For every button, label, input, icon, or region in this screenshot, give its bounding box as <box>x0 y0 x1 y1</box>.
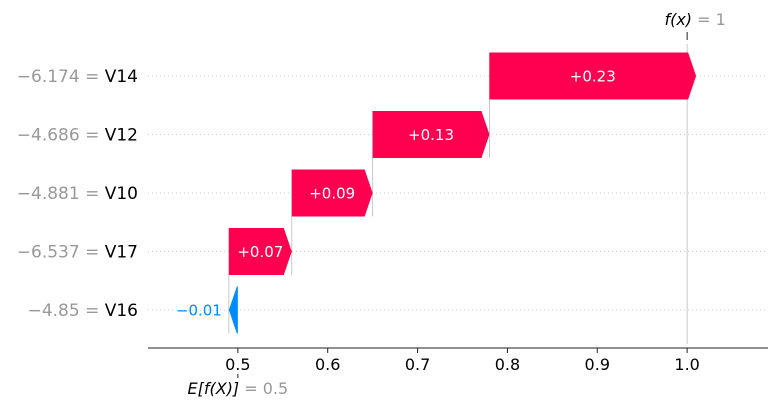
x-tick-label: 0.5 <box>225 355 250 374</box>
bar-label-V17: +0.07 <box>237 243 283 261</box>
bar-V10 <box>291 169 373 217</box>
bar-label-V10: +0.09 <box>309 185 355 203</box>
feature-label-V17: −6.537 = V17 <box>17 243 138 263</box>
bars <box>228 52 697 334</box>
feature-name: V14 <box>105 67 138 87</box>
feature-value: −6.537 = <box>17 243 105 263</box>
feature-name: V16 <box>105 301 138 321</box>
bar-label-V16: −0.01 <box>176 302 222 320</box>
base-value-label: E[f(X)] = 0.5 <box>188 379 289 398</box>
bar-label-V14: +0.23 <box>570 68 616 86</box>
feature-label-V12: −4.686 = V12 <box>17 126 138 146</box>
feature-label-V10: −4.881 = V10 <box>17 184 138 204</box>
feature-name: V12 <box>105 126 138 146</box>
x-tick-label: 1.0 <box>674 355 699 374</box>
feature-value: −6.174 = <box>17 67 105 87</box>
x-tick-label: 0.9 <box>585 355 610 374</box>
feature-name: V17 <box>105 243 138 263</box>
feature-value: −4.881 = <box>17 184 105 204</box>
x-tick-label: 0.6 <box>315 355 340 374</box>
bar-V17 <box>228 228 292 275</box>
x-axis: 0.5 0.6 0.7 0.8 0.9 1.0 E[f(X)] = 0.5 f(x) = 1 <box>148 10 768 398</box>
bar-V14 <box>489 52 697 100</box>
labels: +0.23 −6.174 = V14 +0.13 −4.686 = V12 +0.09 −… <box>17 67 616 321</box>
bar-label-V12: +0.13 <box>408 126 454 144</box>
output-value-number: = 1 <box>692 10 726 29</box>
output-value-label: f(x) = 1 <box>664 10 725 29</box>
base-value-number: = 0.5 <box>239 379 288 398</box>
bar-V12 <box>372 111 490 158</box>
bar-V16 <box>228 286 238 334</box>
feature-label-V14: −6.174 = V14 <box>17 67 138 87</box>
output-value-prefix: f(x) <box>664 10 692 29</box>
feature-name: V10 <box>105 184 138 204</box>
feature-value: −4.85 = <box>28 301 105 321</box>
feature-label-V16: −4.85 = V16 <box>28 301 138 321</box>
feature-value: −4.686 = <box>17 126 105 146</box>
x-tick-label: 0.8 <box>495 355 520 374</box>
x-tick-label: 0.7 <box>405 355 430 374</box>
base-value-prefix: E[f(X)] <box>188 379 240 398</box>
